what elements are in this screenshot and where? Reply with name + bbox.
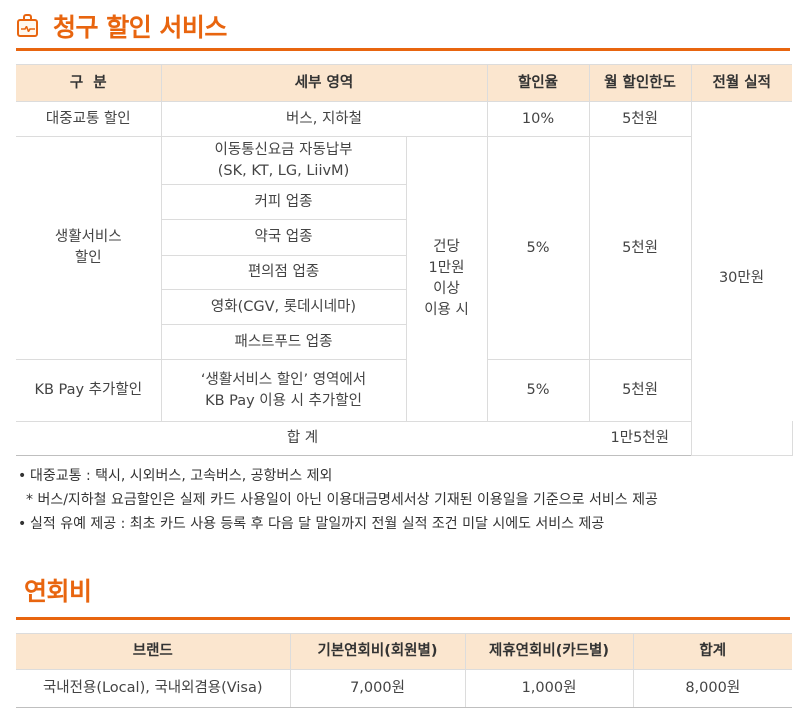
header-category: 구 분 (16, 64, 162, 102)
table-row: KB Pay 추가할인 ‘생활서비스 할인’ 영역에서 KB Pay 이용 시 … (16, 359, 792, 422)
total-fee-cell: 8,000원 (632, 669, 792, 708)
title-underline (16, 48, 790, 51)
rate-cell: 5% (486, 136, 590, 360)
header-previous-month: 전월 실적 (690, 64, 793, 102)
discount-table-header-row: 구 분 세부 영역 할인율 월 할인한도 전월 실적 (16, 64, 793, 102)
note-text: * 버스/지하철 요금할인은 실제 카드 사용일이 아닌 이용대금명세서상 기재… (26, 492, 658, 508)
fee-table-header-row: 브랜드 기본연회비(회원별) 제휴연회비(카드별) 합계 (16, 633, 792, 670)
section-title-text: 연회비 (24, 577, 92, 606)
category-cell: 대중교통 할인 (16, 101, 162, 137)
section-title-text: 청구 할인 서비스 (53, 13, 227, 42)
limit-cell: 5천원 (588, 101, 692, 137)
area-cell: 이동통신요금 자동납부 (SK, KT, LG, LiivM) (160, 136, 407, 185)
area-cell: 영화(CGV, 롯데시네마) (161, 289, 406, 325)
limit-cell: 5천원 (588, 136, 692, 360)
shopping-bag-pulse-icon (16, 13, 40, 39)
header-detail-area: 세부 영역 (160, 64, 488, 102)
bullet: • (18, 468, 27, 484)
header-affiliate-fee: 제휴연회비(카드별) (464, 633, 634, 670)
rate-cell: 10% (486, 101, 590, 137)
section-title-annual-fee: 연회비 (24, 572, 92, 608)
total-label: 합 계 (16, 421, 590, 456)
rate-cell: 5% (486, 359, 590, 422)
category-cell: 생활서비스 할인 (16, 136, 162, 360)
condition-line: 1만원 (428, 260, 465, 276)
note-text: 대중교통 : 택시, 시외버스, 고속버스, 공항버스 제외 (30, 468, 333, 484)
note-item: • 실적 유예 제공 : 최초 카드 사용 등록 후 다음 달 말일까지 전월 … (18, 512, 798, 536)
notes: • 대중교통 : 택시, 시외버스, 고속버스, 공항버스 제외 * 버스/지하… (18, 464, 798, 536)
table-row: 대중교통 할인 버스, 지하철 10% 5천원 30만원 (16, 101, 793, 456)
note-subitem: * 버스/지하철 요금할인은 실제 카드 사용일이 아닌 이용대금명세서상 기재… (18, 488, 798, 512)
area-line: 이동통신요금 자동납부 (214, 141, 353, 158)
table-row: 국내전용(Local), 국내외겸용(Visa) 7,000원 1,000원 8… (16, 669, 792, 708)
total-limit: 1만5천원 (589, 421, 692, 456)
note-text: 실적 유예 제공 : 최초 카드 사용 등록 후 다음 달 말일까지 전월 실적… (30, 516, 605, 532)
area-line: ‘생활서비스 할인’ 영역에서 (200, 371, 367, 388)
category-line: 할인 (74, 250, 102, 266)
area-cell: 편의점 업종 (161, 255, 406, 290)
table-row: 커피 업종 (16, 184, 792, 220)
header-monthly-limit: 월 할인한도 (588, 64, 692, 102)
area-line: (SK, KT, LG, LiivM) (217, 162, 350, 179)
header-total: 합계 (632, 633, 792, 670)
area-cell: 버스, 지하철 (160, 101, 488, 137)
previous-month-performance-cell: 30만원 (690, 101, 793, 456)
bullet: • (18, 516, 27, 532)
annual-fee-table: 브랜드 기본연회비(회원별) 제휴연회비(카드별) 합계 국내전용(Local)… (16, 633, 792, 708)
area-cell: 약국 업종 (161, 219, 406, 256)
limit-cell: 5천원 (588, 359, 692, 422)
title-underline (16, 617, 790, 620)
total-row: 합 계 1만5천원 (16, 421, 792, 456)
note-item: • 대중교통 : 택시, 시외버스, 고속버스, 공항버스 제외 (18, 464, 798, 488)
basic-fee-cell: 7,000원 (289, 669, 466, 708)
area-cell: 패스트푸드 업종 (161, 324, 406, 360)
condition-cell: 건당 1만원 이상 이용 시 (405, 136, 488, 422)
category-line: 생활서비스 (54, 229, 122, 245)
condition-line: 건당 (433, 239, 460, 255)
discount-table: 구 분 세부 영역 할인율 월 할인한도 전월 실적 대중교통 할인 버스, 지… (16, 64, 793, 456)
table-row: 생활서비스 할인 이동통신요금 자동납부 (SK, KT, LG, LiivM)… (16, 136, 792, 422)
affiliate-fee-cell: 1,000원 (464, 669, 634, 708)
condition-line: 이상 (433, 281, 460, 297)
brand-cell: 국내전용(Local), 국내외겸용(Visa) (16, 669, 291, 708)
header-brand: 브랜드 (16, 633, 291, 670)
header-basic-fee: 기본연회비(회원별) (289, 633, 466, 670)
section-title-billing-discount: 청구 할인 서비스 (16, 8, 227, 44)
table-row: 약국 업종 (16, 219, 792, 256)
area-cell: ‘생활서비스 할인’ 영역에서 KB Pay 이용 시 추가할인 (160, 359, 407, 422)
condition-line: 이용 시 (424, 302, 469, 318)
header-discount-rate: 할인율 (486, 64, 590, 102)
area-cell: 커피 업종 (161, 184, 406, 220)
area-line: KB Pay 이용 시 추가할인 (205, 392, 362, 409)
category-cell: KB Pay 추가할인 (16, 359, 162, 422)
